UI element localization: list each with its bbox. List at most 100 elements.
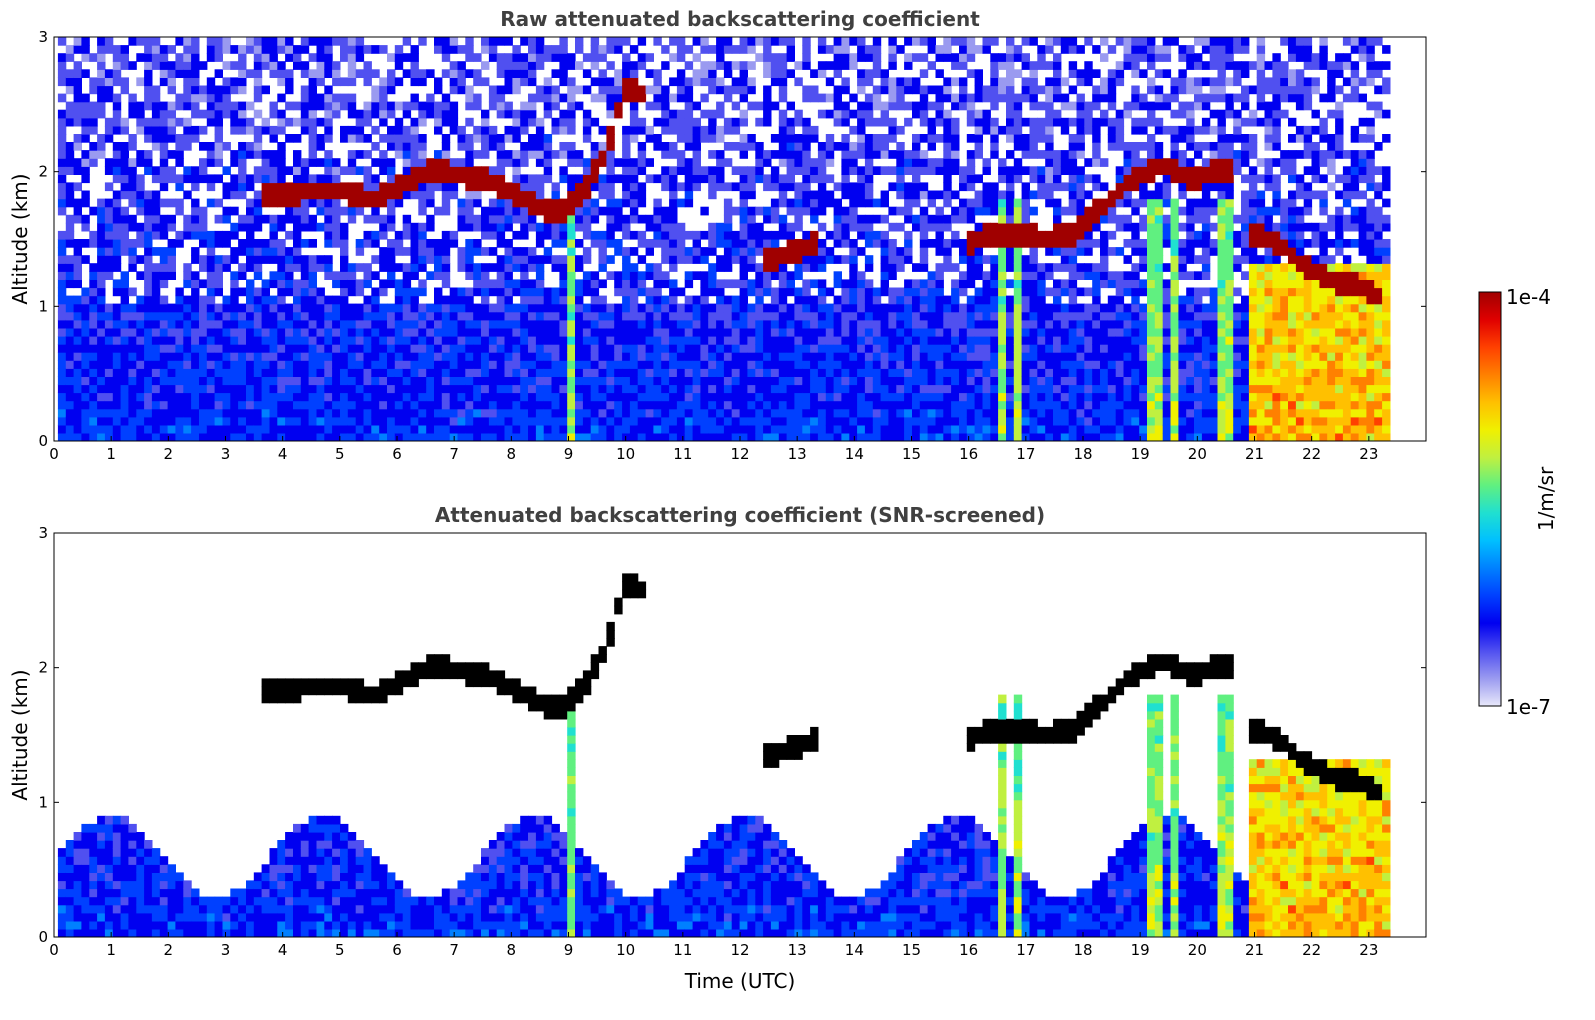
heatmap-cell (770, 368, 780, 377)
heatmap-cell (590, 384, 600, 394)
heatmap-cell (457, 352, 466, 361)
heatmap-cell (57, 344, 67, 353)
heatmap-cell (402, 158, 412, 167)
heatmap-cell (943, 142, 952, 151)
heatmap-cell (253, 295, 263, 305)
heatmap-cell (567, 61, 576, 70)
heatmap-cell (629, 134, 639, 143)
heatmap-cell (669, 206, 678, 216)
heatmap-cell (1021, 311, 1030, 321)
heatmap-cell (394, 311, 404, 321)
heatmap-cell (230, 117, 239, 127)
heatmap-cell (825, 352, 835, 361)
heatmap-cell (731, 416, 741, 426)
heatmap-cell (449, 125, 459, 135)
heatmap-cell (120, 158, 129, 167)
heatmap-cell (825, 77, 835, 87)
heatmap-cell (230, 368, 239, 377)
heatmap-cell (199, 125, 208, 135)
heatmap-cell (520, 142, 529, 151)
heatmap-cell (159, 279, 169, 289)
heatmap-cell (896, 45, 905, 54)
heatmap-cell (97, 279, 106, 289)
heatmap-cell (402, 327, 412, 337)
heatmap-cell (614, 101, 623, 111)
heatmap-cell (230, 158, 239, 167)
heatmap-cell (739, 344, 748, 353)
heatmap-cell (833, 45, 842, 54)
heatmap-cell (833, 344, 842, 353)
heatmap-cell (183, 45, 192, 54)
heatmap-cell (872, 45, 882, 54)
heatmap-cell (567, 408, 576, 418)
heatmap-cell (763, 344, 772, 353)
heatmap-cell (1021, 198, 1030, 208)
heatmap-cell (144, 69, 153, 78)
heatmap-cell (449, 360, 459, 369)
heatmap-cell (81, 311, 90, 321)
heatmap-cell (285, 255, 294, 264)
heatmap-cell (622, 263, 631, 272)
heatmap-cell (567, 142, 576, 151)
heatmap-cell (183, 336, 192, 345)
heatmap-cell (308, 416, 317, 426)
heatmap-cell (943, 376, 952, 386)
heatmap-cell (998, 319, 1007, 329)
heatmap-cell (253, 37, 263, 46)
heatmap-cell (817, 400, 827, 410)
heatmap-cell (246, 416, 255, 426)
heatmap-cell (488, 166, 498, 175)
heatmap-cell (183, 222, 192, 232)
heatmap-cell (167, 77, 176, 87)
heatmap-cell (277, 271, 286, 280)
heatmap-cell (739, 37, 748, 46)
heatmap-cell (269, 336, 278, 345)
heatmap-cell (1029, 190, 1038, 200)
heatmap-cell (151, 271, 161, 280)
heatmap-cell (300, 424, 310, 434)
heatmap-cell (128, 247, 137, 256)
heatmap-cell (708, 360, 717, 369)
heatmap-cell (512, 85, 521, 95)
heatmap-cell (778, 376, 788, 386)
heatmap-cell (57, 247, 67, 256)
heatmap-cell (402, 125, 412, 135)
heatmap-cell (308, 69, 317, 78)
heatmap-cell (864, 93, 874, 103)
heatmap-cell (857, 311, 866, 321)
heatmap-cell (528, 77, 537, 87)
heatmap-cell (183, 61, 192, 70)
heatmap-cell (159, 327, 169, 337)
heatmap-cell (669, 303, 678, 313)
heatmap-cell (394, 174, 404, 184)
heatmap-cell (669, 53, 678, 62)
heatmap-cell (990, 271, 999, 280)
heatmap-cell (794, 239, 803, 248)
heatmap-cell (394, 344, 404, 353)
heatmap-cell (528, 101, 537, 111)
heatmap-cell (684, 247, 694, 256)
heatmap-cell (817, 109, 827, 119)
heatmap-cell (120, 400, 129, 410)
heatmap-cell (65, 295, 75, 305)
heatmap-cell (347, 101, 357, 111)
heatmap-cell (684, 384, 694, 394)
heatmap-cell (872, 352, 882, 361)
heatmap-cell (347, 125, 357, 135)
heatmap-cell (990, 376, 999, 386)
heatmap-cell (496, 279, 506, 289)
heatmap-cell (520, 150, 529, 159)
heatmap-cell (434, 206, 443, 216)
heatmap-cell (684, 416, 694, 426)
heatmap-cell (528, 182, 537, 192)
heatmap-cell (676, 230, 686, 240)
heatmap-cell (441, 432, 451, 441)
heatmap-cell (387, 158, 396, 167)
heatmap-cell (786, 222, 795, 232)
heatmap-cell (151, 384, 161, 394)
heatmap-cell (363, 360, 372, 369)
heatmap-cell (590, 53, 600, 62)
heatmap-cell (982, 319, 991, 329)
heatmap-cell (449, 69, 459, 78)
heatmap-cell (308, 190, 317, 200)
